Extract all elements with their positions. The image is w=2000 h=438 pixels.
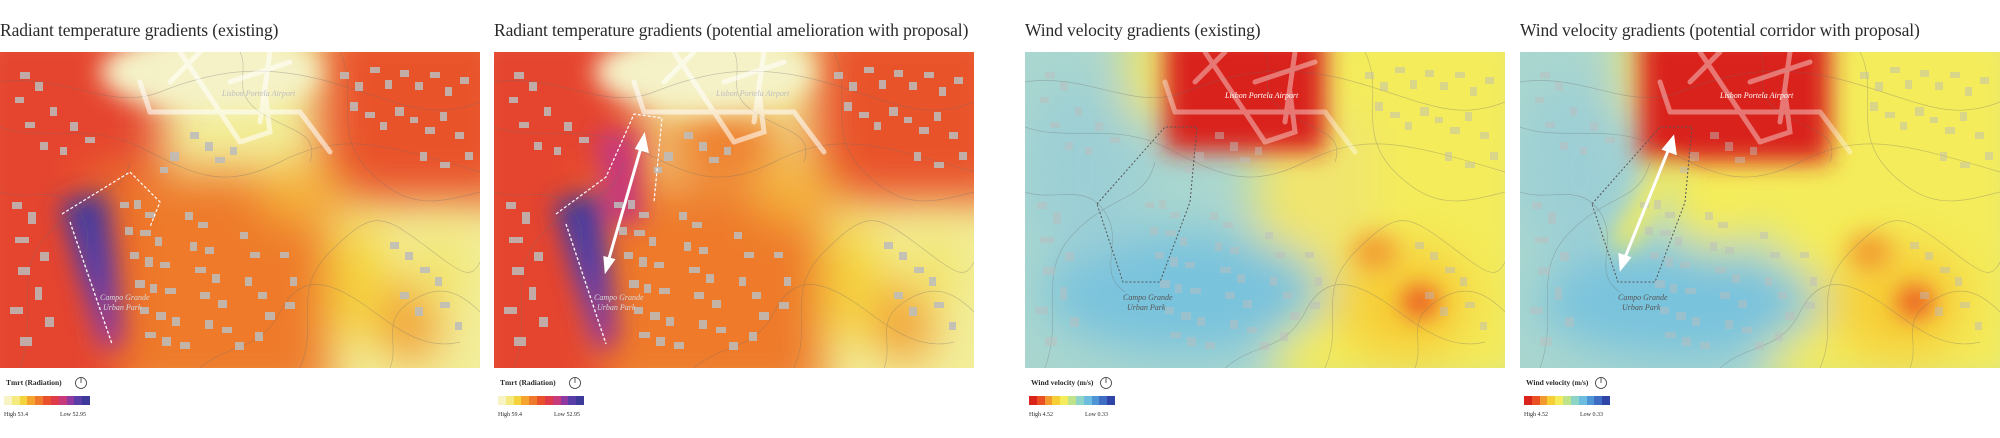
legend-swatch xyxy=(576,396,584,405)
legend-swatch xyxy=(1547,396,1556,405)
park-label-line2: Urban Park xyxy=(103,303,142,312)
legend-swatch xyxy=(66,396,75,405)
radiant-temperature-map: Lisbon Portela Airport Campo Grande Urba… xyxy=(0,52,480,368)
legend-swatch xyxy=(560,396,569,405)
wind-velocity-map: Lisbon Portela Airport Campo Grande Urba… xyxy=(1025,52,1505,368)
airport-label: Lisbon Portela Airport xyxy=(1719,91,1794,100)
legend-low: Low 0.33 xyxy=(1085,412,1108,418)
legend-swatch xyxy=(82,396,90,405)
legend-swatch xyxy=(544,396,553,405)
legend-swatch xyxy=(1083,396,1092,405)
legend: Wind velocity (m/s) High 4.52 Low 0.33 xyxy=(1520,376,1630,432)
legend-swatch xyxy=(1099,396,1108,405)
legend-swatch xyxy=(1555,396,1564,405)
legend-swatch xyxy=(58,396,67,405)
legend-swatch xyxy=(1578,396,1587,405)
panel-title: Wind velocity gradients (potential corri… xyxy=(1520,20,1920,40)
legend-colorbar xyxy=(1524,396,1610,405)
legend-swatch xyxy=(1531,396,1540,405)
panel-title: Radiant temperature gradients (existing) xyxy=(0,20,279,40)
legend-low: Low 52.95 xyxy=(60,412,86,418)
legend-swatch xyxy=(568,396,577,405)
park-label-line2: Urban Park xyxy=(1127,303,1166,312)
legend-high: High 59.4 xyxy=(498,412,522,418)
legend-swatch xyxy=(1091,396,1100,405)
legend-title: Wind velocity (m/s) xyxy=(1031,378,1094,387)
north-arrow-icon xyxy=(1595,377,1607,389)
legend-swatch xyxy=(1594,396,1603,405)
legend-swatch xyxy=(1060,396,1069,405)
map-panel-wind-existing: Wind velocity gradients (existing) Lisbo… xyxy=(1025,0,1505,438)
legend-swatch xyxy=(1602,396,1610,405)
legend-swatch xyxy=(1044,396,1053,405)
legend-swatch xyxy=(27,396,36,405)
legend-swatch xyxy=(50,396,59,405)
legend-swatch xyxy=(1107,396,1115,405)
legend-swatch xyxy=(552,396,561,405)
airport-label: Lisbon Portela Airport xyxy=(1224,91,1299,100)
radiant-temperature-map: Lisbon Portela Airport Campo Grande Urba… xyxy=(494,52,974,368)
legend-swatch xyxy=(1068,396,1076,405)
wind-velocity-map: Lisbon Portela Airport Campo Grande Urba… xyxy=(1520,52,2000,368)
legend-swatch xyxy=(1029,396,1037,405)
map-panel-wind-proposal: Wind velocity gradients (potential corri… xyxy=(1520,0,2000,438)
legend-swatch xyxy=(1075,396,1084,405)
legend-title: Tmrt (Radiation) xyxy=(500,378,556,387)
legend-title: Wind velocity (m/s) xyxy=(1526,378,1589,387)
legend-swatch xyxy=(35,396,44,405)
legend-swatch xyxy=(1036,396,1045,405)
legend-swatch xyxy=(74,396,83,405)
legend-swatch xyxy=(505,396,514,405)
legend-high: High 4.52 xyxy=(1524,412,1548,418)
legend-colorbar xyxy=(498,396,584,405)
north-arrow-icon xyxy=(569,377,581,389)
park-label-line1: Campo Grande xyxy=(100,293,150,302)
legend-high: High 53.4 xyxy=(4,412,28,418)
legend: Tmrt (Radiation) High 53.4 Low 52.95 xyxy=(0,376,110,432)
airport-label: Lisbon Portela Airport xyxy=(221,89,296,98)
map-panel-radiant-existing: Radiant temperature gradients (existing) xyxy=(0,0,480,438)
legend-swatch xyxy=(513,396,522,405)
legend-low: Low 0.33 xyxy=(1580,412,1603,418)
legend-swatch xyxy=(537,396,545,405)
legend-swatch xyxy=(1052,396,1061,405)
park-label-line2: Urban Park xyxy=(1622,303,1661,312)
park-label-line1: Campo Grande xyxy=(1123,293,1173,302)
park-label-line1: Campo Grande xyxy=(594,293,644,302)
legend: Wind velocity (m/s) High 4.52 Low 0.33 xyxy=(1025,376,1135,432)
panel-title: Wind velocity gradients (existing) xyxy=(1025,20,1261,40)
legend-swatch xyxy=(43,396,51,405)
legend-swatch xyxy=(529,396,538,405)
legend-title: Tmrt (Radiation) xyxy=(6,378,62,387)
legend-swatch xyxy=(1563,396,1571,405)
airport-label: Lisbon Portela Airport xyxy=(715,89,790,98)
panel-title: Radiant temperature gradients (potential… xyxy=(494,20,969,40)
legend-swatch xyxy=(521,396,530,405)
north-arrow-icon xyxy=(75,377,87,389)
legend-colorbar xyxy=(1029,396,1115,405)
legend-swatch xyxy=(1539,396,1548,405)
legend-low: Low 52.95 xyxy=(554,412,580,418)
legend-high: High 4.52 xyxy=(1029,412,1053,418)
park-label-line1: Campo Grande xyxy=(1618,293,1668,302)
legend-swatch xyxy=(498,396,506,405)
north-arrow-icon xyxy=(1100,377,1112,389)
legend: Tmrt (Radiation) High 59.4 Low 52.95 xyxy=(494,376,604,432)
legend-swatch xyxy=(11,396,20,405)
legend-swatch xyxy=(1570,396,1579,405)
legend-colorbar xyxy=(4,396,90,405)
legend-swatch xyxy=(19,396,28,405)
map-panel-radiant-proposal: Radiant temperature gradients (potential… xyxy=(494,0,974,438)
legend-swatch xyxy=(4,396,12,405)
legend-swatch xyxy=(1586,396,1595,405)
legend-swatch xyxy=(1524,396,1532,405)
park-label-line2: Urban Park xyxy=(597,303,636,312)
